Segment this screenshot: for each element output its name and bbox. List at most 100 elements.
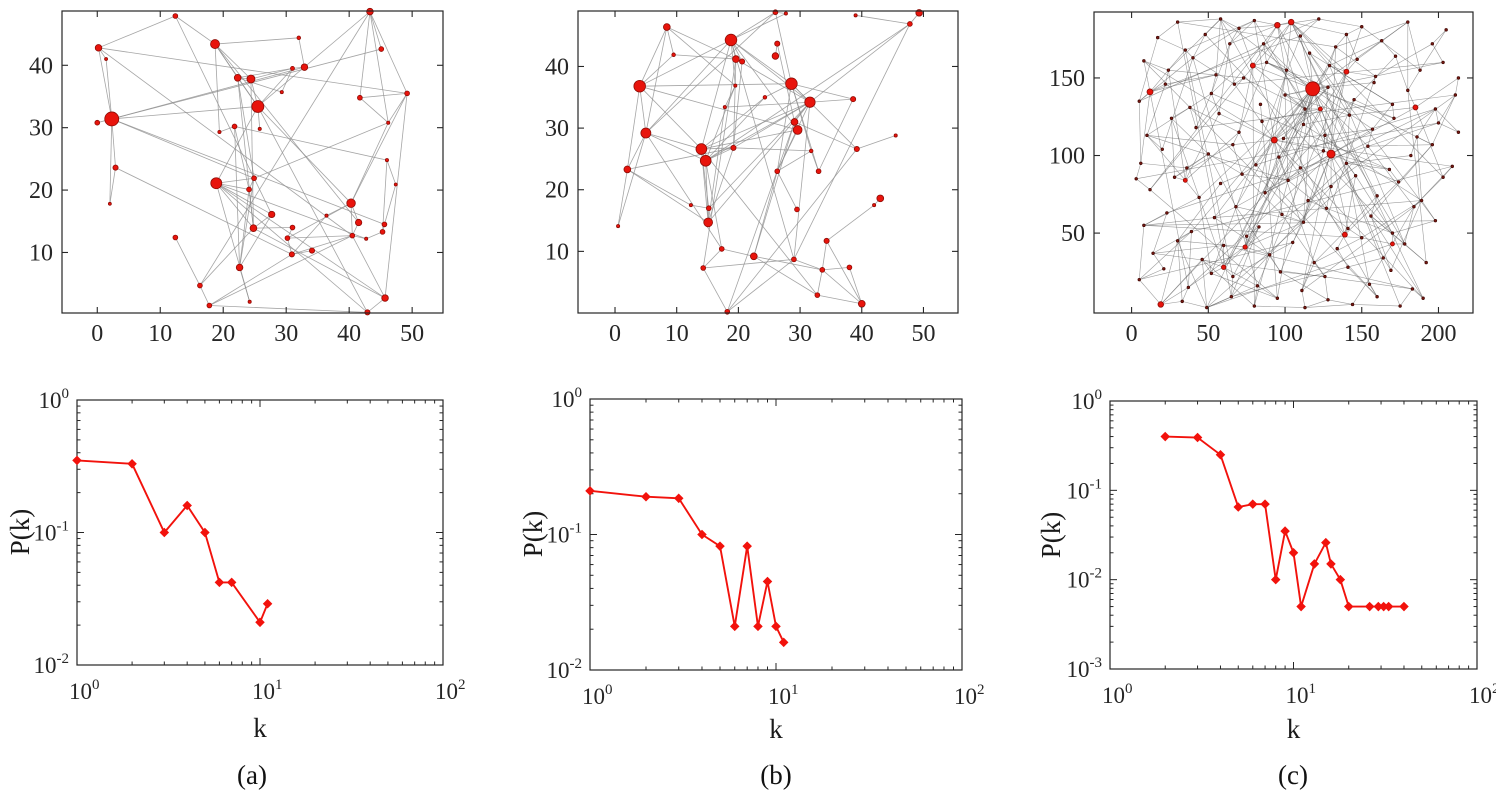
network-node: [1249, 62, 1256, 69]
network-edge: [1370, 144, 1433, 217]
axis-box: [61, 10, 444, 314]
network-node: [1326, 149, 1336, 159]
network-edge: [1254, 305, 1305, 308]
data-point-marker: [1280, 526, 1290, 536]
axis-ticks: [62, 11, 443, 313]
network-edge: [1301, 71, 1347, 291]
network-node: [1270, 136, 1278, 144]
axis-box: [1093, 11, 1474, 314]
network-edge: [1438, 94, 1456, 124]
network-edge: [1174, 153, 1209, 178]
network-node: [1303, 305, 1307, 310]
data-point-marker: [1326, 559, 1336, 569]
network-node: [774, 168, 781, 175]
network-edge: [1346, 155, 1411, 164]
network-edge: [1309, 52, 1436, 221]
network-node: [1139, 161, 1143, 165]
network-node: [1341, 231, 1348, 238]
network-edge: [1335, 46, 1376, 77]
network-edge: [639, 39, 732, 87]
network-edge: [174, 237, 201, 286]
network-edge: [817, 294, 862, 305]
network-node: [1317, 106, 1323, 112]
network-node: [257, 126, 262, 131]
network-edge: [1208, 153, 1237, 207]
network-edge: [1286, 22, 1292, 71]
network-edge: [199, 285, 210, 306]
network-edge: [257, 68, 293, 107]
pk-c-panel: 100 101 102 10-3 10-2 10-1 100: [1067, 387, 1496, 708]
data-point-marker: [1364, 601, 1375, 612]
network-node: [247, 299, 252, 304]
x-axis-label-c: k: [1286, 714, 1301, 744]
network-edge: [1301, 76, 1376, 291]
network-edge: [1252, 65, 1313, 90]
network-edge: [250, 68, 293, 80]
network-edge: [1223, 246, 1246, 268]
network-edge: [645, 132, 706, 162]
network-node: [246, 74, 256, 84]
network-edge: [1255, 139, 1275, 166]
plot-background: [578, 11, 958, 313]
network-node: [1166, 68, 1171, 72]
network-edge: [175, 15, 216, 45]
network-edge: [1349, 99, 1355, 116]
network-node: [112, 164, 119, 171]
network-node: [1151, 251, 1155, 255]
network-node: [1163, 82, 1168, 86]
network-edge: [386, 159, 397, 185]
network-edge: [1185, 113, 1220, 181]
data-point-marker: [1399, 601, 1409, 612]
network-edge: [1392, 206, 1415, 245]
network-node: [309, 247, 316, 254]
network-node: [640, 127, 652, 139]
network-node: [1145, 133, 1149, 138]
network-edge: [1455, 77, 1459, 96]
network-edge: [1346, 115, 1350, 164]
network-node: [1346, 226, 1350, 231]
network-edge: [1278, 156, 1315, 263]
network-node: [1240, 172, 1244, 176]
network-node: [819, 267, 826, 273]
data-point-marker: [585, 486, 595, 496]
data-point-marker: [262, 598, 273, 609]
network-node: [378, 46, 385, 52]
network-edge: [1300, 150, 1324, 169]
network-edge: [724, 101, 810, 108]
x-tick-label: 100: [582, 682, 613, 709]
network-node: [210, 39, 220, 49]
network-edge: [1231, 226, 1260, 297]
network-edge: [111, 118, 385, 225]
network-edge: [1152, 253, 1165, 269]
edges-layer: [1135, 18, 1459, 308]
network-edge: [1309, 52, 1393, 105]
data-point-marker: [771, 621, 781, 632]
network-node: [1453, 93, 1458, 97]
network-node: [1375, 295, 1379, 299]
network-edge: [826, 204, 875, 242]
network-node: [1160, 147, 1164, 152]
network-node: [1360, 25, 1364, 29]
network-node: [1450, 164, 1454, 169]
network-edge: [1152, 231, 1192, 254]
x-tick-label: 101: [768, 682, 799, 709]
network-node: [246, 186, 252, 193]
network-edge: [1238, 24, 1278, 29]
data-point-marker: [1160, 431, 1171, 442]
network-c-panel: 0 50 100 150 200 50 100 150: [1049, 11, 1474, 347]
network-edge: [350, 122, 389, 204]
network-node: [1303, 107, 1307, 111]
network-edge: [702, 59, 737, 269]
network-edge: [1266, 62, 1433, 145]
x-tick-label: 30: [788, 321, 812, 347]
network-edge: [1407, 90, 1416, 108]
network-edge: [791, 83, 854, 100]
network-edge: [1235, 206, 1304, 223]
network-edge: [1281, 214, 1326, 277]
network-edge: [366, 231, 383, 240]
network-node: [783, 11, 788, 16]
x-tick-label: 102: [1469, 681, 1496, 708]
network-edge: [1312, 88, 1373, 130]
network-edge: [1304, 299, 1329, 308]
network-edge: [1235, 206, 1281, 273]
